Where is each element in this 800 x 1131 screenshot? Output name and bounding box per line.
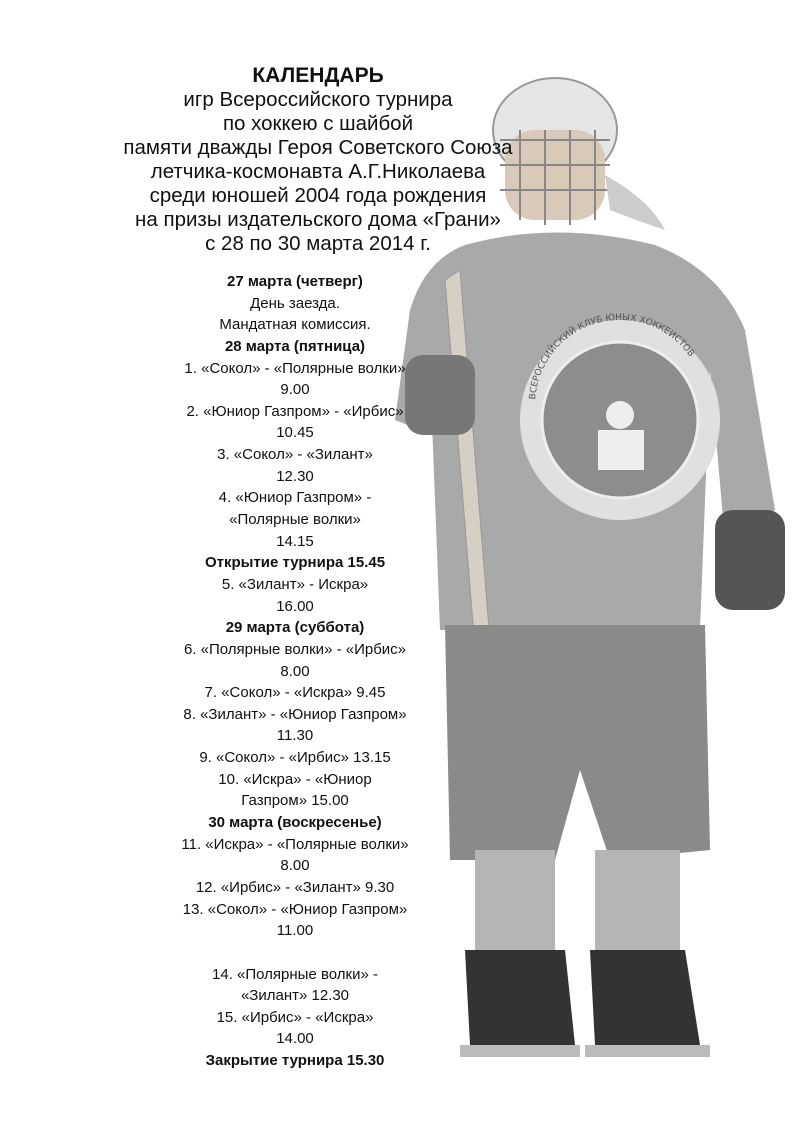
schedule-line: 8.00	[280, 857, 310, 875]
subtitle-line: по хоккею с шайбой	[222, 112, 414, 135]
schedule-line: 14.00	[276, 1030, 314, 1048]
schedule-line: 9.00	[280, 381, 310, 399]
schedule-line: 12.30	[276, 467, 314, 485]
schedule-line: 11.30	[276, 727, 314, 745]
schedule-heading: 29 марта (суббота)	[225, 619, 365, 637]
schedule-line: 8. «Зилант» - «Юниор Газпром»	[183, 705, 407, 723]
schedule-heading: 27 марта (четверг)	[227, 273, 363, 290]
schedule-line: 11.00	[276, 922, 314, 940]
schedule-line: 7. «Сокол» - «Искра» 9.45	[204, 684, 386, 702]
subtitle-line: памяти дважды Героя Советского Союза	[123, 136, 513, 159]
subtitle-line: среди юношей 2004 года рождения	[149, 184, 487, 207]
schedule-line: 6. «Полярные волки» - «Ирбис»	[183, 640, 407, 658]
schedule-heading: Открытие турнира 15.45	[204, 554, 386, 572]
subtitle-line: на призы издательского дома «Грани»	[135, 208, 501, 231]
schedule-line: 4. «Юниор Газпром» -	[218, 489, 372, 507]
page-title: КАЛЕНДАРЬ	[252, 64, 384, 87]
subtitle-line: с 28 по 30 марта 2014 г.	[205, 232, 431, 255]
subtitle-line: игр Всероссийского турнира	[183, 88, 453, 111]
schedule-line: 5. «Зилант» - Искра»	[221, 575, 369, 593]
schedule-heading: 28 марта (пятница)	[224, 337, 366, 355]
schedule-line	[130, 942, 460, 964]
schedule-heading: Закрытие турнира 15.30	[205, 1052, 385, 1070]
schedule-line: 14. «Полярные волки» -	[212, 965, 378, 983]
subtitle-line: летчика-космонавта А.Г.Николаева	[150, 160, 486, 183]
schedule: 27 марта (четверг) День заезда. Мандатная …	[130, 271, 460, 1072]
schedule-line: «Полярные волки»	[229, 511, 361, 529]
schedule-heading: 30 марта (воскресенье)	[208, 814, 382, 832]
schedule-line: 13. «Сокол» - «Юниор Газпром»	[182, 900, 408, 918]
schedule-line: 11. «Искра» - «Полярные волки»	[181, 835, 409, 853]
schedule-line: Мандатная комиссия.	[219, 316, 371, 334]
title-block: КАЛЕНДАРЬ игр Всероссийского турнира по …	[68, 64, 568, 256]
hockey-player-photo: ВСЕРОССИЙСКИЙ КЛУБ ЮНЫХ ХОККЕИСТОВ	[395, 77, 785, 1057]
schedule-line: «Зилант» 12.30	[240, 987, 350, 1005]
schedule-line: 1. «Сокол» - «Полярные волки»	[184, 359, 406, 377]
schedule-line: 16.00	[276, 597, 314, 615]
schedule-line: 14.15	[276, 532, 314, 550]
schedule-line: 12. «Ирбис» - «Зилант» 9.30	[195, 878, 395, 896]
schedule-line: 9. «Сокол» - «Ирбис» 13.15	[199, 749, 391, 767]
schedule-line: Газпром» 15.00	[241, 792, 349, 810]
schedule-line: 10.45	[276, 424, 314, 442]
schedule-line: 8.00	[280, 662, 310, 680]
schedule-line: 10. «Искра» - «Юниор	[218, 770, 372, 788]
jersey-logo: ВСЕРОССИЙСКИЙ КЛУБ ЮНЫХ ХОККЕИСТОВ	[520, 313, 720, 520]
schedule-line: 3. «Сокол» - «Зилант»	[217, 446, 373, 464]
schedule-line: День заезда.	[250, 294, 340, 312]
schedule-line: 2. «Юниор Газпром» - «Ирбис»	[186, 402, 404, 420]
schedule-line: 15. «Ирбис» - «Искра»	[216, 1008, 374, 1026]
